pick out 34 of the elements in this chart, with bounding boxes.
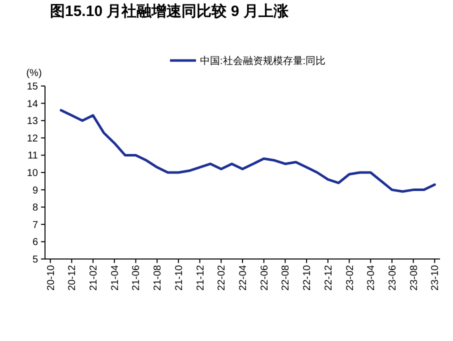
x-tick-label: 20-10 — [46, 264, 57, 291]
x-tick-label: 21-02 — [88, 264, 100, 291]
y-tick-label: 13 — [26, 116, 38, 128]
x-tick-label: 22-04 — [238, 264, 249, 291]
x-tick-label: 22-10 — [302, 264, 314, 291]
y-tick-label: 7 — [32, 220, 38, 231]
x-tick-label: 22-06 — [259, 264, 270, 291]
x-tick-label: 23-10 — [430, 264, 442, 291]
y-tick-label: 10 — [26, 168, 38, 179]
x-tick-label: 22-08 — [280, 264, 292, 291]
y-tick-label: 5 — [32, 254, 38, 266]
x-tick-label: 21-10 — [174, 264, 185, 291]
x-tick-label: 22-12 — [323, 264, 334, 291]
y-tick-label: 8 — [32, 202, 38, 214]
line-series — [60, 108, 436, 193]
y-tick-label: 9 — [32, 185, 38, 196]
legend-label: 中国:社会融资规模存量:同比 — [200, 55, 326, 67]
x-tick-label: 23-06 — [387, 264, 398, 291]
x-tick-label: 21-12 — [195, 264, 206, 291]
x-tick-label: 21-04 — [110, 264, 121, 291]
chart-title: 图15.10 月社融增速同比较 9 月上涨 — [50, 3, 290, 20]
x-tick-label: 21-06 — [131, 264, 142, 291]
y-tick-label: 11 — [28, 150, 38, 162]
y-tick-label: 12 — [26, 133, 38, 144]
y-tick-label: 14 — [26, 98, 38, 110]
x-tick-label: 20-12 — [67, 264, 78, 291]
y-tick-label: 15 — [26, 82, 38, 92]
y-axis-title: (%) — [26, 68, 42, 79]
x-tick-label: 23-04 — [366, 264, 378, 291]
x-tick-label: 22-02 — [216, 264, 228, 291]
x-tick-label: 23-02 — [344, 264, 356, 291]
x-tick-label: 23-08 — [408, 264, 420, 291]
y-tick-label: 6 — [32, 237, 38, 248]
x-tick-label: 21-08 — [152, 264, 164, 291]
